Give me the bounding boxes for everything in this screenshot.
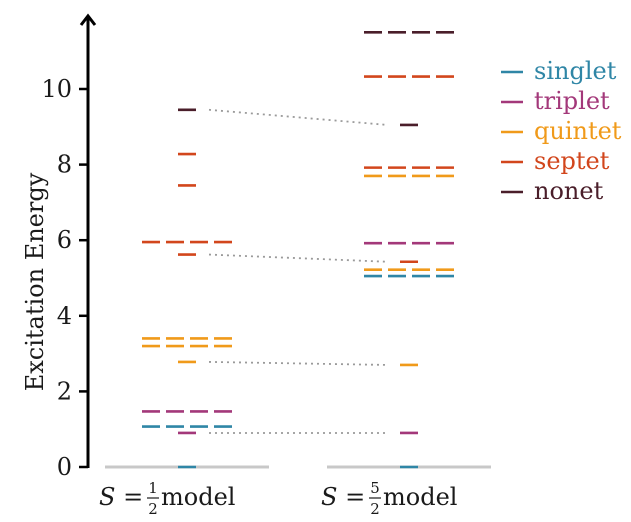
y-tick-label: 6 [57, 226, 72, 254]
y-axis-arrow-icon [79, 13, 97, 26]
y-tick-label: 4 [57, 302, 72, 330]
legend-label-septet: septet [534, 147, 610, 175]
y-tick-label: 10 [41, 75, 72, 103]
connector-line [208, 253, 388, 263]
model-label-suffix: model [161, 483, 235, 511]
model-label-prefix: S = [321, 483, 365, 511]
connector-line [208, 108, 388, 126]
legend-label-triplet: triplet [534, 87, 610, 115]
model-label-frac-den: 2 [148, 500, 158, 518]
model-label-frac-num: 1 [148, 479, 158, 497]
model-label-prefix: S = [99, 483, 143, 511]
legend-label-nonet: nonet [534, 177, 604, 205]
y-tick-label: 8 [57, 151, 72, 179]
model-label-2: S = 5 2 model [321, 479, 457, 518]
legend-label-quintet: quintet [534, 117, 622, 145]
connector-line [208, 361, 388, 366]
model-labels: S = 1 2 model S = 5 2 model [99, 479, 457, 518]
y-tick-label: 2 [57, 377, 72, 405]
energy-levels [142, 30, 454, 469]
model-label-frac-num: 5 [370, 479, 380, 497]
legend-label-singlet: singlet [534, 57, 617, 85]
y-tick-label: 0 [57, 453, 72, 481]
model-label-suffix: model [383, 483, 457, 511]
connector-lines [208, 108, 388, 434]
model-label-1: S = 1 2 model [99, 479, 235, 518]
y-axis-label: Excitation Energy [21, 172, 49, 391]
y-axis: 0 2 4 6 8 10 [41, 13, 97, 481]
model-label-frac-den: 2 [370, 500, 380, 518]
